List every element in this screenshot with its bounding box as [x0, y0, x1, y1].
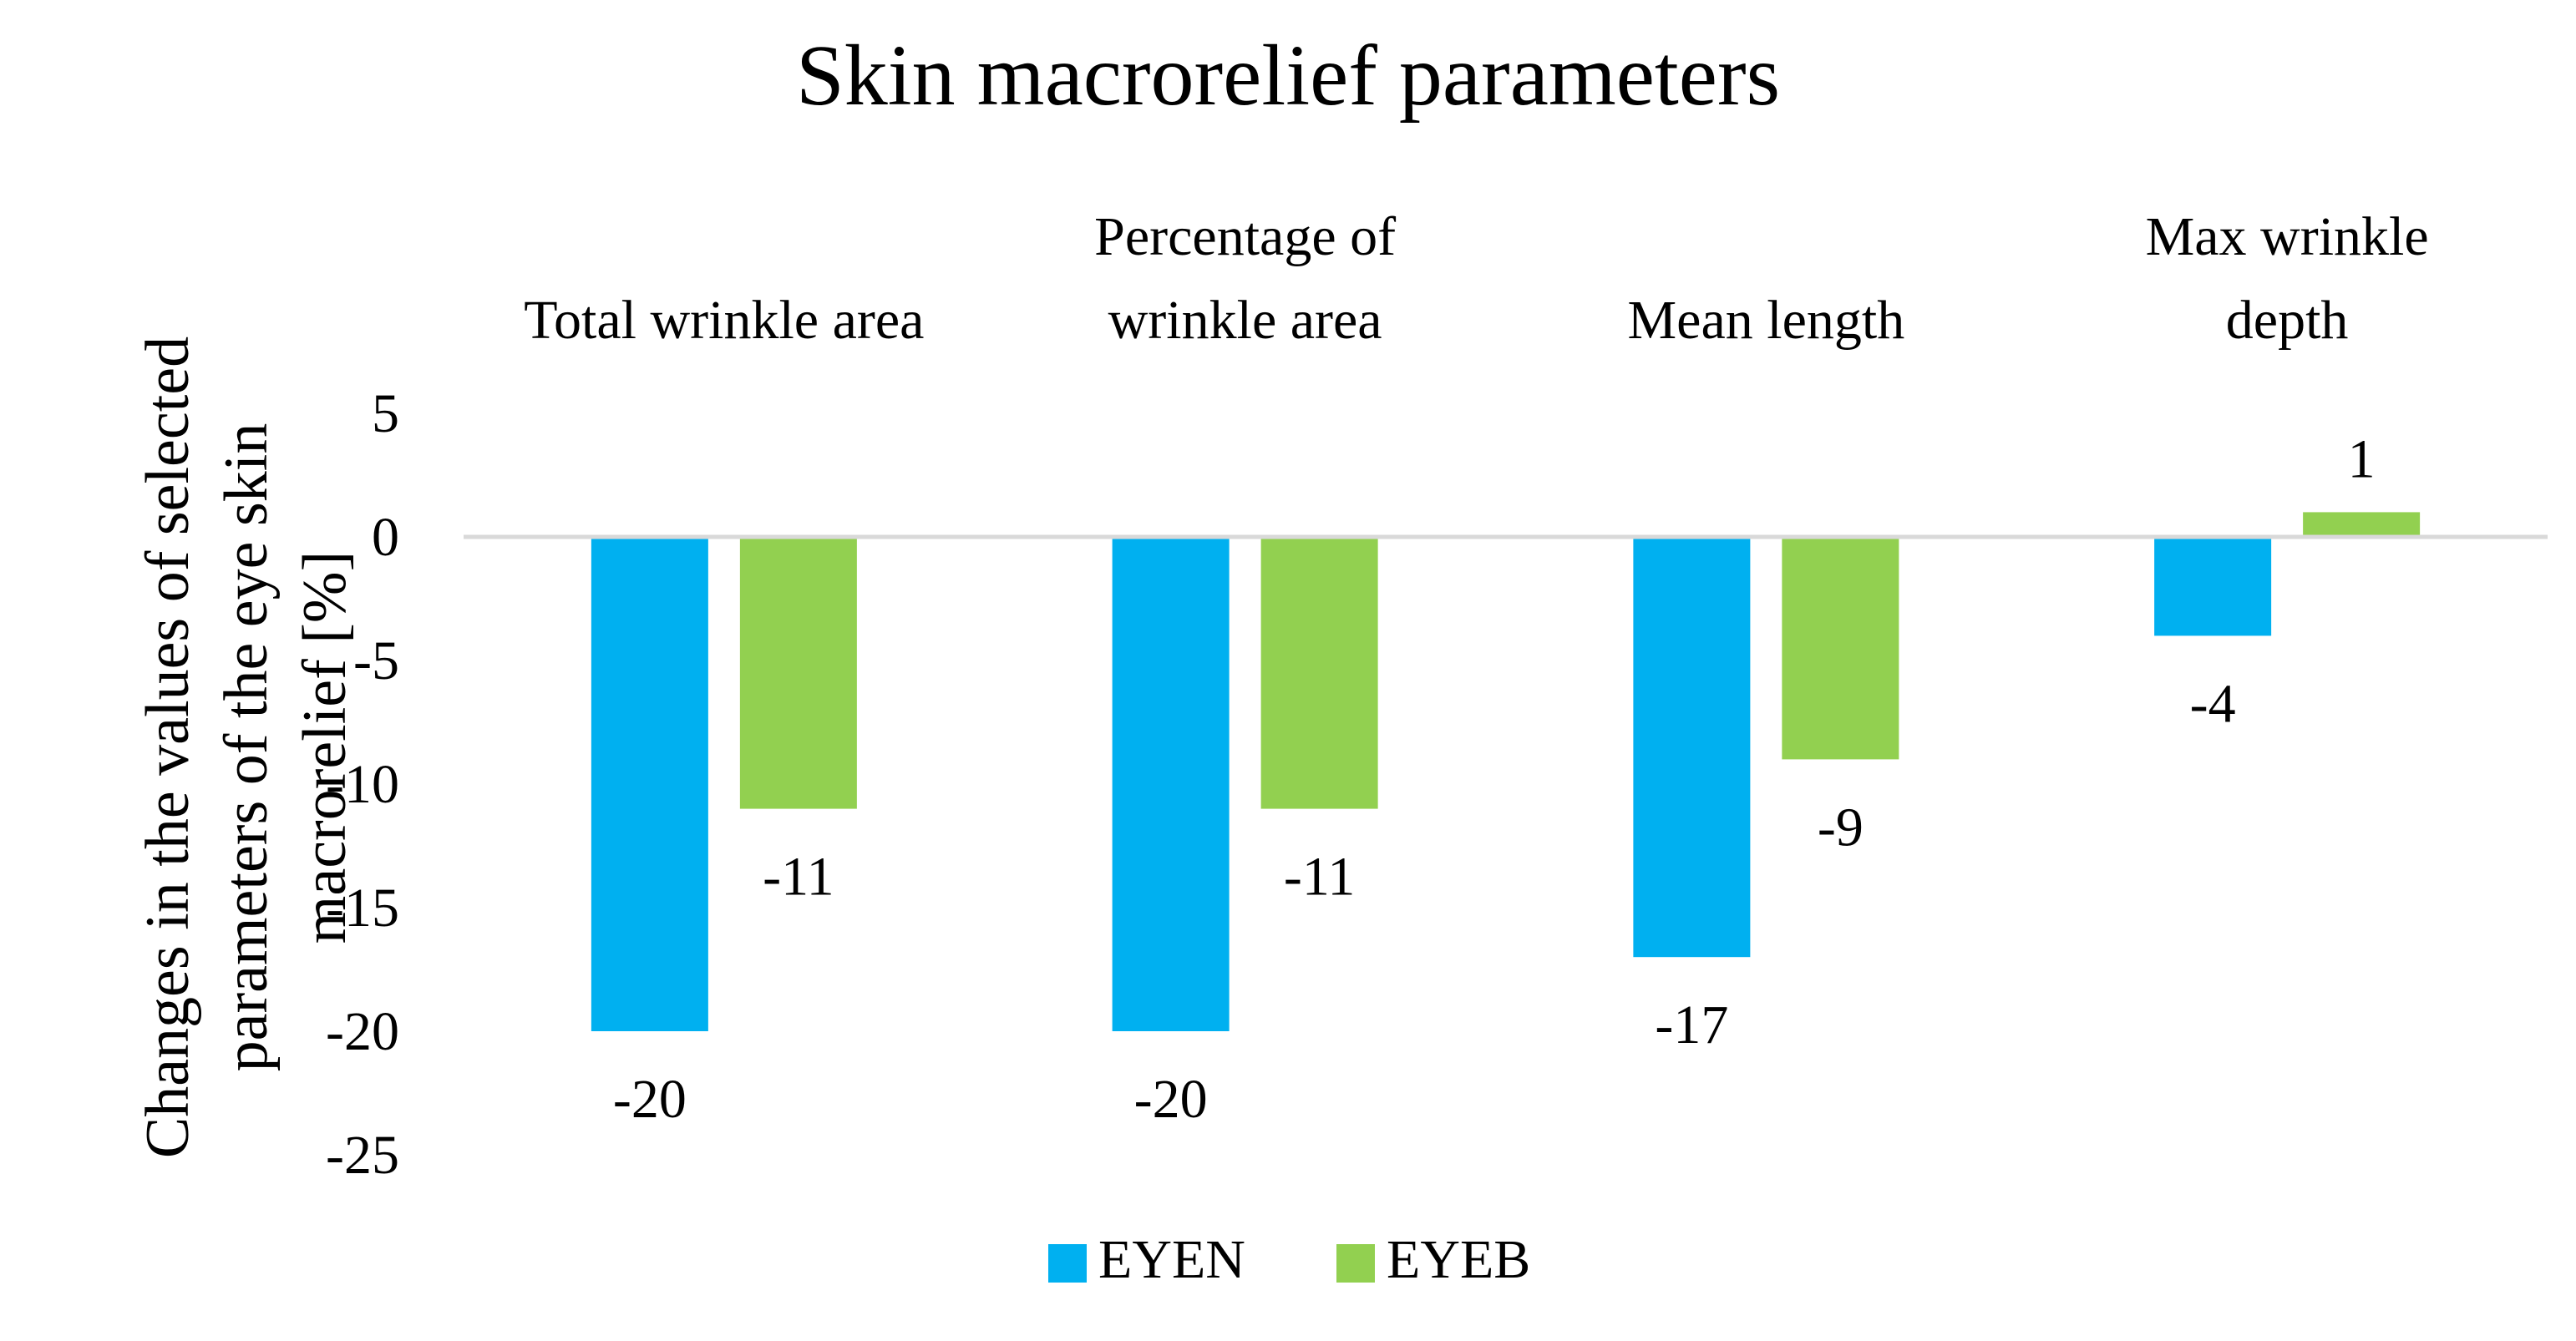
- y-tick-label: -15: [326, 878, 399, 939]
- bar-eyen: [591, 537, 708, 1031]
- bar-eyen: [1633, 537, 1751, 958]
- category-label: Percentage of: [1094, 206, 1396, 267]
- y-tick-label: -10: [326, 754, 399, 815]
- data-label: -11: [1284, 847, 1356, 908]
- legend-label-eyeb: EYEB: [1387, 1229, 1530, 1290]
- y-tick-label: 5: [372, 383, 399, 444]
- y-tick-label: -25: [326, 1125, 399, 1186]
- y-axis-label-line: parameters of the eye skin: [212, 423, 281, 1072]
- data-label: -20: [613, 1069, 687, 1130]
- category-label: Max wrinkle: [2146, 206, 2429, 267]
- y-axis-label-line: macrorelief [%]: [291, 551, 359, 944]
- data-label: 1: [2348, 428, 2376, 489]
- bars: [591, 512, 2421, 1031]
- legend: EYEN EYEB: [1048, 1229, 1530, 1290]
- y-axis-label: Changes in the values of selected paramet…: [134, 337, 359, 1158]
- y-axis-label-line: Changes in the values of selected: [134, 337, 202, 1158]
- data-labels: -20 -20 -17 -4 -11 -11 -9 1: [613, 428, 2376, 1130]
- y-tick-label: -20: [326, 1001, 399, 1062]
- legend-swatch-eyen: [1048, 1244, 1087, 1283]
- y-tick-label: -5: [353, 630, 399, 691]
- bar-eyen: [2154, 537, 2272, 636]
- legend-label-eyen: EYEN: [1098, 1229, 1245, 1290]
- category-label: wrinkle area: [1108, 290, 1382, 351]
- bar-eyeb: [1782, 537, 1899, 760]
- y-axis-ticks: 5 0 -5 -10 -15 -20 -25: [326, 383, 399, 1186]
- legend-swatch-eyeb: [1336, 1244, 1375, 1283]
- chart-title: Skin macrorelief parameters: [796, 28, 1780, 124]
- bar-eyeb: [739, 537, 857, 809]
- data-label: -11: [763, 847, 834, 908]
- category-label: depth: [2226, 290, 2349, 351]
- data-label: -20: [1134, 1069, 1208, 1130]
- data-label: -4: [2190, 673, 2236, 734]
- data-label: -17: [1655, 994, 1728, 1055]
- bar-eyeb: [2303, 512, 2421, 537]
- bar-eyen: [1112, 537, 1230, 1031]
- category-label: Mean length: [1628, 290, 1905, 351]
- data-label: -9: [1818, 797, 1864, 858]
- category-labels: Total wrinkle area Percentage of wrinkle a…: [524, 206, 2428, 351]
- bar-eyeb: [1260, 537, 1378, 809]
- y-tick-label: 0: [372, 507, 399, 568]
- category-label: Total wrinkle area: [524, 290, 924, 351]
